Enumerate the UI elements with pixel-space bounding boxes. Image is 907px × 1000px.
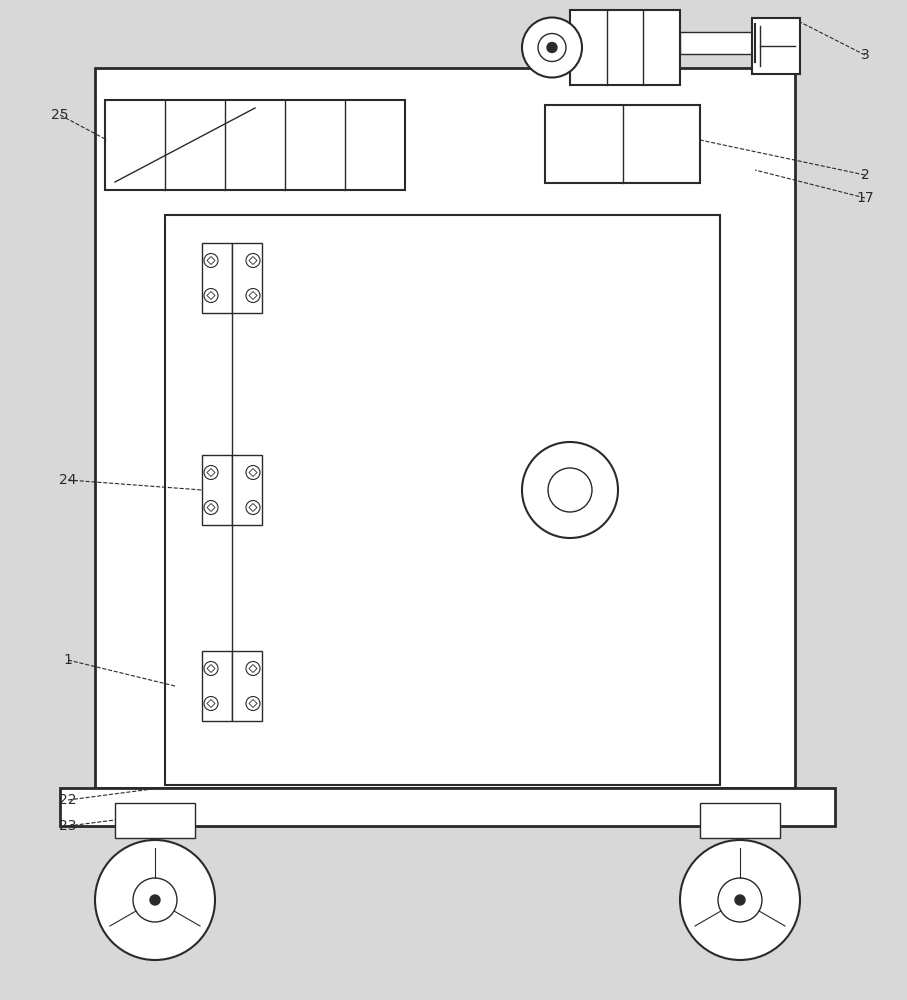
Bar xyxy=(202,455,232,525)
Circle shape xyxy=(246,288,260,302)
Text: 3: 3 xyxy=(861,48,870,62)
Text: 1: 1 xyxy=(63,653,73,667)
Text: 17: 17 xyxy=(856,191,873,205)
Text: 23: 23 xyxy=(59,819,77,833)
Circle shape xyxy=(204,662,218,676)
Circle shape xyxy=(735,895,745,905)
Circle shape xyxy=(204,500,218,514)
Circle shape xyxy=(680,840,800,960)
Circle shape xyxy=(204,253,218,267)
Bar xyxy=(105,100,405,190)
Bar xyxy=(165,215,720,785)
Circle shape xyxy=(246,500,260,514)
Circle shape xyxy=(522,17,582,78)
Bar xyxy=(95,68,795,788)
Circle shape xyxy=(204,696,218,710)
Bar xyxy=(680,32,755,54)
Circle shape xyxy=(95,840,215,960)
Bar xyxy=(202,243,232,313)
Bar xyxy=(115,803,195,838)
Circle shape xyxy=(246,253,260,267)
Bar xyxy=(232,455,262,525)
Circle shape xyxy=(547,42,557,52)
Text: 24: 24 xyxy=(59,473,77,487)
Circle shape xyxy=(718,878,762,922)
Circle shape xyxy=(246,466,260,480)
Bar xyxy=(570,10,680,85)
Text: 25: 25 xyxy=(52,108,69,122)
Circle shape xyxy=(538,33,566,62)
Circle shape xyxy=(133,878,177,922)
Bar xyxy=(752,18,800,74)
Bar xyxy=(202,651,232,721)
Bar xyxy=(232,243,262,313)
Text: 22: 22 xyxy=(59,793,77,807)
Bar xyxy=(545,105,700,183)
Circle shape xyxy=(522,442,618,538)
Circle shape xyxy=(548,468,592,512)
Text: 2: 2 xyxy=(861,168,870,182)
Circle shape xyxy=(150,895,160,905)
Circle shape xyxy=(204,288,218,302)
Bar xyxy=(232,651,262,721)
Bar xyxy=(60,788,835,826)
Bar xyxy=(700,803,780,838)
Circle shape xyxy=(246,696,260,710)
Circle shape xyxy=(246,662,260,676)
Circle shape xyxy=(204,466,218,480)
